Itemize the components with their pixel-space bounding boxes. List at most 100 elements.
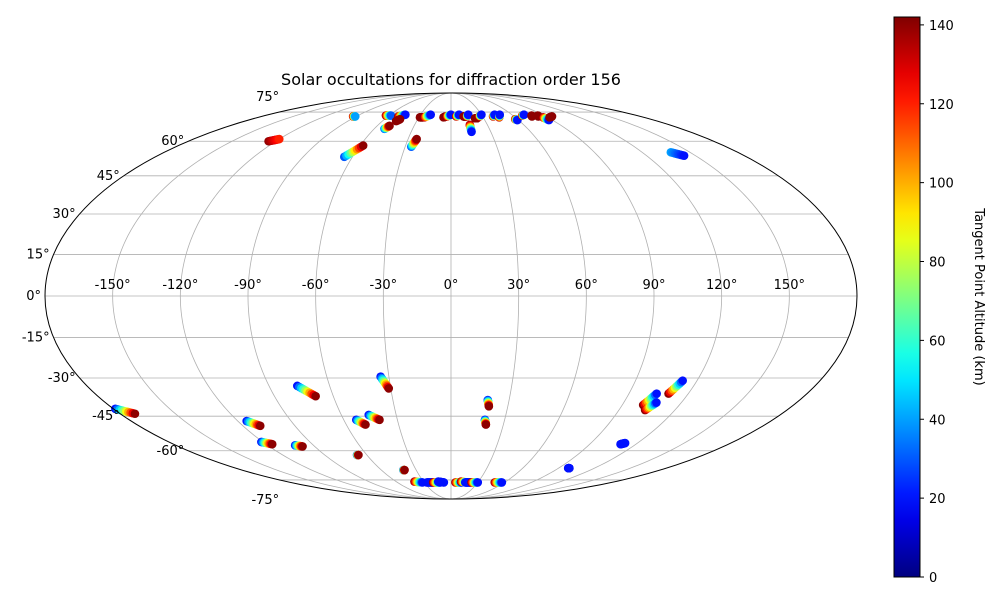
colorbar-tick-label: 0 — [929, 571, 937, 586]
lat-tick-label: 15° — [27, 247, 50, 262]
occultation-track — [348, 112, 360, 121]
track-point — [274, 134, 284, 144]
track-point — [477, 110, 486, 119]
track-point — [484, 402, 494, 411]
occultation-track — [475, 110, 486, 121]
lat-tick-label: -30° — [48, 371, 76, 386]
track-point — [547, 112, 557, 121]
occultation-track — [351, 415, 370, 429]
mollweide-map: -150° -120° -90° -60° -30° 0° 30° 60° 90° 120° 150… — [22, 90, 858, 508]
occultation-track — [517, 110, 529, 120]
track-point — [463, 110, 473, 119]
occultation-track — [664, 376, 687, 398]
lat-tick-label: 45° — [97, 169, 120, 184]
track-point — [358, 141, 368, 150]
track-point — [267, 439, 277, 449]
chart-title: Solar occultations for diffraction order… — [281, 70, 621, 89]
track-point — [350, 112, 360, 121]
colorbar-label: Tangent Point Altitude (km) — [971, 207, 986, 385]
track-point — [386, 111, 396, 120]
lon-tick-label: 90° — [642, 278, 665, 293]
track-point — [497, 478, 507, 487]
lon-tick-label: 150° — [774, 278, 805, 293]
occultation-track — [451, 110, 464, 121]
track-point — [361, 420, 370, 429]
track-point — [395, 114, 405, 124]
track-point — [620, 438, 630, 448]
lon-tick-label: -120° — [162, 278, 198, 293]
occultation-track — [257, 437, 277, 449]
lat-tick-label: 30° — [53, 207, 76, 222]
colorbar-tick-label: 80 — [929, 256, 946, 271]
occultation-tracks — [111, 110, 689, 487]
track-point — [400, 465, 409, 475]
colorbar-tick-label: 120 — [929, 98, 954, 113]
colorbar-tick-label: 20 — [929, 492, 946, 507]
colorbar-tick-label: 100 — [929, 177, 954, 192]
occultation-track — [666, 147, 689, 160]
occultation-track — [290, 441, 307, 451]
track-point — [255, 421, 265, 431]
occultation-track — [242, 416, 265, 431]
lon-tick-label: 120° — [706, 278, 737, 293]
occultation-track — [442, 110, 456, 121]
occultation-track — [545, 112, 557, 122]
track-point — [467, 127, 476, 137]
lon-tick-label: -60° — [302, 278, 330, 293]
occultation-track — [490, 478, 507, 487]
track-point — [385, 121, 394, 131]
track-point — [384, 384, 394, 393]
track-point — [412, 134, 421, 144]
occultation-track — [380, 121, 394, 134]
graticule — [45, 92, 857, 500]
lat-tick-label: -60° — [157, 444, 185, 459]
occultation-track — [640, 398, 661, 415]
track-point — [495, 110, 504, 119]
occultation-track — [391, 114, 405, 126]
lon-tick-label: 30° — [507, 278, 530, 293]
occultation-track — [433, 477, 449, 487]
occultation-track — [292, 381, 320, 401]
track-point — [678, 376, 687, 385]
lat-tick-label: -15° — [22, 331, 50, 346]
longitude-tick-labels: -150° -120° -90° -60° -30° 0° 30° 60° 90° 120° 150… — [95, 278, 805, 293]
occultation-track — [111, 404, 140, 419]
track-point — [652, 389, 661, 398]
occultation-track — [462, 110, 473, 121]
track-point — [439, 478, 449, 487]
colorbar-tick-label: 140 — [929, 19, 954, 34]
occultation-track — [494, 110, 504, 122]
track-point — [311, 391, 320, 401]
colorbar: 0 20 40 60 80 100 120 140 Tangent Point Altitud… — [893, 16, 986, 586]
latitude-tick-labels: 75° 60° 45° 30° 15° 0° -15° -30° -45° -60° -75° — [22, 90, 279, 508]
lon-tick-label: -90° — [234, 278, 262, 293]
occultation-track — [339, 141, 368, 162]
lon-tick-label: -150° — [95, 278, 131, 293]
lat-tick-label: 75° — [256, 90, 279, 105]
occultation-track — [616, 438, 630, 449]
track-point — [375, 415, 384, 425]
occultation-track — [264, 134, 284, 146]
colorbar-tick-label: 40 — [929, 413, 946, 428]
colorbar-ticks: 0 20 40 60 80 100 120 140 — [920, 19, 954, 586]
occultation-track — [638, 389, 661, 410]
lat-tick-label: -45° — [92, 409, 120, 424]
lon-tick-label: -30° — [369, 278, 397, 293]
colorbar-gradient — [893, 16, 921, 578]
lat-tick-label: 60° — [161, 134, 184, 149]
occultation-track — [364, 410, 384, 425]
occultation-track — [410, 477, 427, 487]
track-point — [473, 478, 483, 487]
track-point — [679, 151, 689, 160]
occultation-track — [480, 415, 491, 429]
track-point — [519, 110, 529, 119]
track-point — [354, 450, 363, 460]
track-point — [130, 409, 140, 419]
occultation-track — [352, 450, 363, 460]
lon-tick-label: 0° — [444, 278, 459, 293]
occultation-track — [381, 111, 396, 120]
track-point — [652, 398, 661, 407]
track-point — [527, 111, 536, 120]
occultation-track — [399, 465, 409, 475]
